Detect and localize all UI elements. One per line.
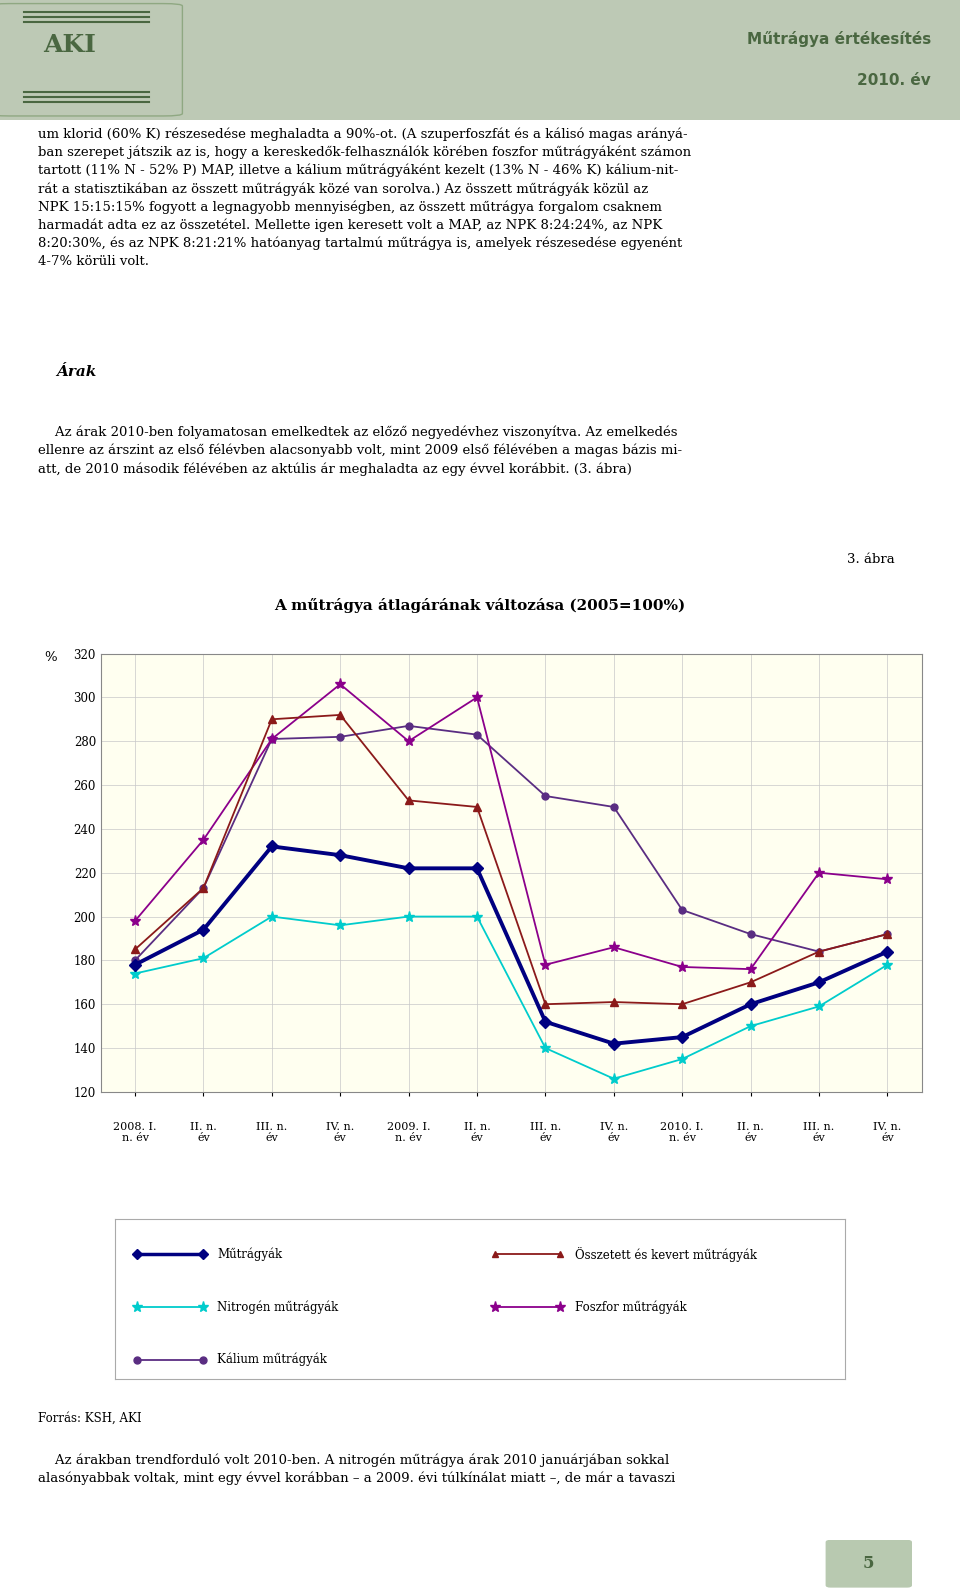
Text: Műtrágya értékesítés: Műtrágya értékesítés (747, 32, 931, 48)
Text: um klorid (60% K) részesedése meghaladta a 90%-ot. (A szuperfoszfát és a kálisó : um klorid (60% K) részesedése meghaladta… (38, 128, 691, 268)
Text: AKI: AKI (43, 33, 96, 57)
Text: III. n.
év: III. n. év (530, 1122, 561, 1143)
Text: II. n.
év: II. n. év (737, 1122, 764, 1143)
Text: III. n.
év: III. n. év (804, 1122, 834, 1143)
Text: Kálium műtrágyák: Kálium műtrágyák (217, 1353, 327, 1366)
FancyBboxPatch shape (826, 1540, 912, 1588)
Text: Az árak 2010-ben folyamatosan emelkedtek az előző negyedévhez viszonyítva. Az em: Az árak 2010-ben folyamatosan emelkedtek… (38, 426, 683, 475)
Text: A műtrágya átlagárának változása (2005=100%): A műtrágya átlagárának változása (2005=1… (275, 598, 685, 614)
Text: 3. ábra: 3. ábra (848, 553, 895, 566)
Text: 2010. év: 2010. év (857, 73, 931, 88)
Text: IV. n.
év: IV. n. év (326, 1122, 354, 1143)
Text: Forrás: KSH, AKI: Forrás: KSH, AKI (38, 1412, 142, 1425)
Text: IV. n.
év: IV. n. év (600, 1122, 628, 1143)
Text: III. n.
év: III. n. év (256, 1122, 287, 1143)
Text: Műtrágyák: Műtrágyák (217, 1248, 282, 1261)
Text: 2010. I.
n. év: 2010. I. n. év (660, 1122, 704, 1143)
Text: II. n.
év: II. n. év (464, 1122, 491, 1143)
Text: %: % (44, 650, 57, 665)
Text: 5: 5 (863, 1556, 875, 1572)
Text: Az árakban trendforduló volt 2010-ben. A nitrogén műtrágya árak 2010 januárjában: Az árakban trendforduló volt 2010-ben. A… (38, 1454, 676, 1486)
Text: II. n.
év: II. n. év (190, 1122, 217, 1143)
Text: 2009. I.
n. év: 2009. I. n. év (387, 1122, 430, 1143)
FancyBboxPatch shape (0, 0, 960, 121)
Text: Összetett és kevert műtrágyák: Összetett és kevert műtrágyák (575, 1247, 756, 1262)
Text: Árak: Árak (56, 365, 96, 379)
Text: 2008. I.
n. év: 2008. I. n. év (113, 1122, 156, 1143)
Text: IV. n.
év: IV. n. év (874, 1122, 901, 1143)
Text: Foszfor műtrágyák: Foszfor műtrágyák (575, 1301, 686, 1313)
FancyBboxPatch shape (0, 3, 182, 116)
Text: Nitrogén műtrágyák: Nitrogén műtrágyák (217, 1301, 339, 1313)
